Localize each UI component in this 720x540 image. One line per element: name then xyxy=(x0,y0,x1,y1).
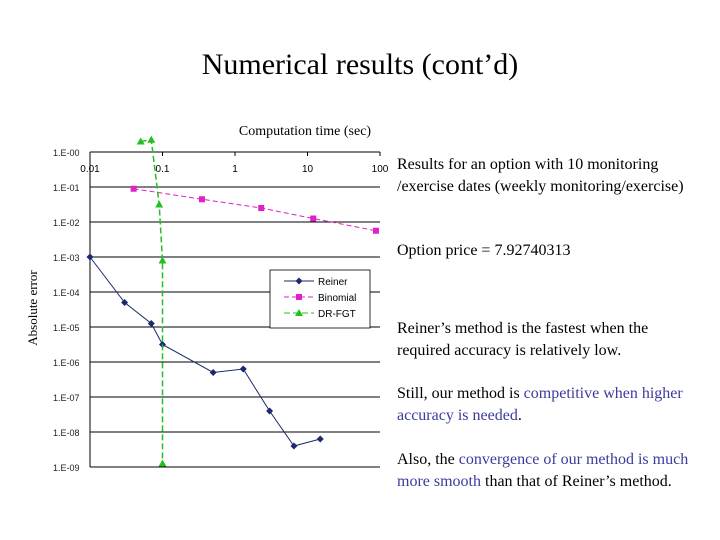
data-point-reiner xyxy=(209,369,217,376)
data-point-dr-fgt xyxy=(136,137,145,145)
data-point-dr-fgt xyxy=(158,256,167,264)
note-also-end: than that of Reiner’s method. xyxy=(481,473,672,490)
series-line-dr-fgt xyxy=(140,138,164,464)
data-point-reiner xyxy=(147,320,155,327)
note-still-end: . xyxy=(517,407,522,424)
x-tick-label: 1 xyxy=(232,164,238,175)
legend-label-reiner: Reiner xyxy=(318,277,348,288)
y-tick-label: 1.E-01 xyxy=(53,183,80,193)
data-point-reiner xyxy=(86,253,94,261)
y-tick-label: 1.E-07 xyxy=(53,393,80,403)
data-point-reiner xyxy=(266,407,274,415)
data-point-reiner xyxy=(316,435,324,443)
note-also-highlight: convergence of our method is much more s… xyxy=(397,451,689,490)
note-also-convergence: Also, the convergence of our method is m… xyxy=(397,449,697,493)
data-point-binomial xyxy=(372,227,379,234)
note-also-text: Also, the xyxy=(397,451,459,468)
data-point-reiner xyxy=(121,299,129,306)
note-still-highlight: competitive when higher accuracy is need… xyxy=(397,385,683,424)
data-point-reiner xyxy=(239,365,247,373)
chart-title: Computation time (sec) xyxy=(238,124,372,139)
x-tick-label: 10 xyxy=(302,164,314,175)
series-line-binomial xyxy=(133,188,377,232)
y-tick-label: 1.E-03 xyxy=(53,253,80,263)
data-point-binomial xyxy=(258,205,265,211)
data-point-binomial xyxy=(130,185,137,192)
legend-label-binomial: Binomial xyxy=(318,293,356,304)
y-tick-label: 1.E-04 xyxy=(53,288,80,298)
y-tick-label: 1.E-09 xyxy=(53,463,80,473)
y-tick-label: 1.E-00 xyxy=(53,148,80,158)
note-still-competitive: Still, our method is competitive when hi… xyxy=(397,383,697,427)
legend-box xyxy=(269,269,371,329)
data-point-dr-fgt xyxy=(158,459,167,467)
legend-marker-dr-fgt xyxy=(295,309,303,316)
data-point-binomial xyxy=(198,196,205,203)
data-point-dr-fgt xyxy=(147,135,156,143)
note-results-for: Results for an option with 10 monitoring… xyxy=(397,156,684,195)
legend-label-dr-fgt: DR-FGT xyxy=(318,309,356,320)
x-tick-label: 0.1 xyxy=(156,164,170,175)
note-still-text: Still, our method is xyxy=(397,385,524,402)
legend-marker-reiner xyxy=(295,277,303,285)
y-tick-label: 1.E-02 xyxy=(53,218,80,228)
data-point-reiner xyxy=(290,442,298,450)
y-tick-label: 1.E-06 xyxy=(53,358,80,368)
x-tick-label: 0.01 xyxy=(80,164,100,175)
legend-marker-binomial xyxy=(296,294,302,300)
note-reiner-fastest: Reiner’s method is the fastest when the … xyxy=(397,320,649,359)
x-tick-label: 100 xyxy=(372,164,389,175)
y-tick-label: 1.E-08 xyxy=(53,428,80,438)
slide-title: Numerical results (cont’d) xyxy=(201,48,519,81)
y-tick-label: 1.E-05 xyxy=(53,323,80,333)
data-point-dr-fgt xyxy=(155,200,164,208)
data-point-binomial xyxy=(310,215,317,222)
note-option-price: Option price = 7.92740313 xyxy=(397,242,571,259)
